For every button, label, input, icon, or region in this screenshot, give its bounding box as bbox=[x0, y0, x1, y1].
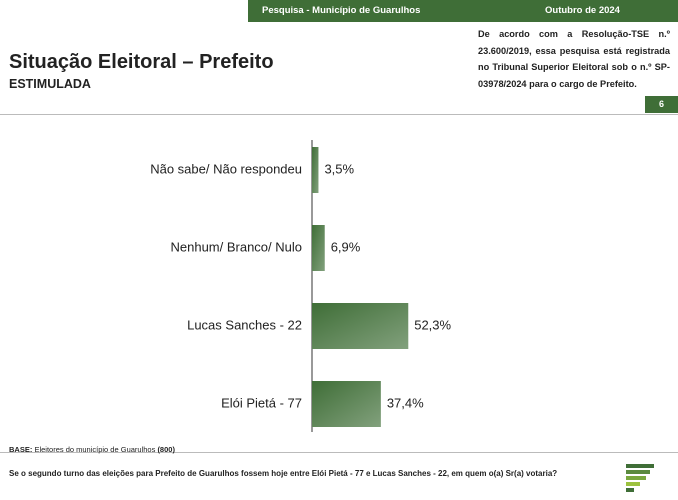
category-label: Elói Pietá - 77 bbox=[221, 395, 302, 410]
value-label: 3,5% bbox=[324, 161, 354, 176]
base-count: (800) bbox=[157, 445, 175, 454]
page-number: 6 bbox=[658, 99, 664, 109]
separator bbox=[0, 114, 678, 115]
registration-note: De acordo com a Resolução-TSE n.º 23.600… bbox=[478, 29, 670, 89]
header-survey: Pesquisa - Município de Guarulhos bbox=[262, 5, 421, 16]
category-label: Não sabe/ Não respondeu bbox=[150, 161, 302, 176]
bar-shine bbox=[312, 381, 381, 427]
title: Situação Eleitoral – Prefeito bbox=[9, 51, 274, 73]
category-label: Lucas Sanches - 22 bbox=[187, 317, 302, 332]
bar-shine bbox=[312, 147, 319, 193]
header-bar bbox=[248, 0, 678, 22]
logo bbox=[626, 464, 654, 492]
value-label: 37,4% bbox=[387, 395, 424, 410]
base-note: BASE: Eleitores do município de Guarulho… bbox=[9, 445, 175, 454]
bar-shine bbox=[312, 303, 409, 349]
header-date: Outubro de 2024 bbox=[545, 5, 620, 16]
chart: Não sabe/ Não respondeu 3,5% Nenhum/ Branc… bbox=[150, 140, 452, 432]
value-label: 52,3% bbox=[414, 317, 451, 332]
base-text: Eleitores do município de Guarulhos bbox=[34, 445, 156, 454]
question: Se o segundo turno das eleições para Pre… bbox=[9, 469, 558, 478]
value-label: 6,9% bbox=[331, 239, 361, 254]
subtitle: ESTIMULADA bbox=[9, 77, 91, 91]
bar-shine bbox=[312, 225, 325, 271]
category-label: Nenhum/ Branco/ Nulo bbox=[170, 239, 302, 254]
separator bbox=[0, 452, 678, 453]
base-label: BASE: bbox=[9, 445, 33, 454]
page-number-box bbox=[645, 96, 678, 113]
